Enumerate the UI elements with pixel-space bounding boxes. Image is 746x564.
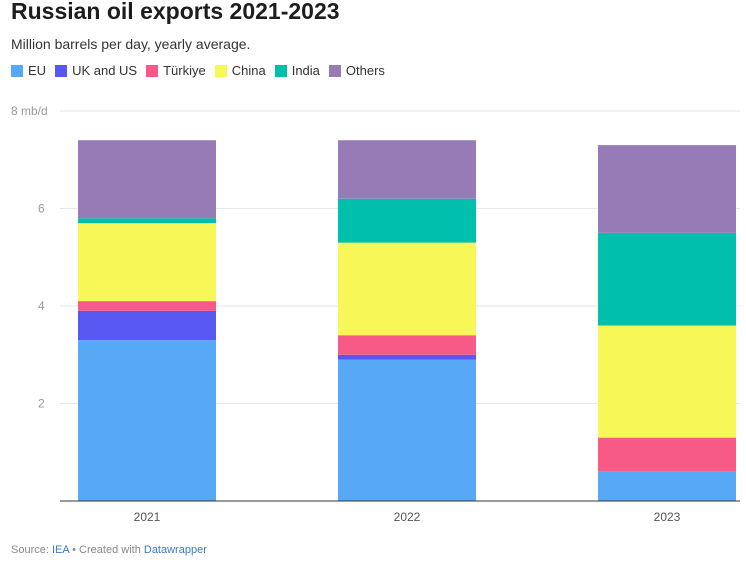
legend-swatch (146, 64, 159, 77)
legend-item: Others (328, 63, 385, 78)
bar-segment (338, 198, 476, 243)
legend-label: Türkiye (163, 63, 206, 78)
chart-title: Russian oil exports 2021-2023 (11, 0, 340, 24)
bar-segment (78, 310, 216, 341)
y-tick-label: 8 mb/d (11, 104, 48, 118)
bar-segment (598, 471, 736, 501)
legend-item: UK and US (55, 63, 137, 78)
y-tick-label: 6 (38, 202, 45, 216)
bar-segment (598, 437, 736, 472)
source-link[interactable]: IEA (51, 544, 70, 556)
bar-segment (598, 232, 736, 326)
legend-label: Others (345, 63, 385, 78)
bar-segment (78, 140, 216, 219)
legend-label: UK and US (72, 63, 138, 78)
bar-segment (598, 325, 736, 438)
chart-footer: Source: IEA • Created with Datawrapper (11, 544, 207, 556)
legend-swatch (274, 64, 287, 77)
bar-segment (78, 218, 216, 224)
bar-segment (598, 145, 736, 233)
legend-label: EU (28, 63, 47, 78)
bar-segment (78, 301, 216, 311)
legend-swatch (11, 64, 23, 77)
source-prefix: Source: (11, 544, 52, 556)
y-tick-label: 2 (38, 397, 45, 411)
bar-segment (338, 335, 476, 355)
legend-label: India (291, 63, 320, 78)
datawrapper-link[interactable]: Datawrapper (143, 544, 207, 556)
legend-swatch (214, 64, 227, 77)
legend-item: India (274, 63, 320, 78)
legend-swatch (328, 64, 341, 77)
bar-segment (338, 140, 476, 199)
x-tick-label: 2022 (394, 510, 421, 524)
bar-segment (338, 242, 476, 336)
legend-label: China (231, 63, 266, 78)
chart-subtitle: Million barrels per day, yearly average. (11, 36, 251, 52)
legend-item: China (214, 63, 266, 78)
legend-item: EU (11, 63, 46, 78)
bar-segment (78, 340, 216, 501)
stacked-bar-chart: 2 4 6 8 mb/d 2021 2022 2023 (11, 104, 740, 524)
x-tick-label: 2021 (134, 510, 161, 524)
footer-separator: • Created with (69, 544, 144, 556)
chart-legend: EU UK and US Türkiye China India Others (11, 63, 394, 78)
bar-segment (338, 359, 476, 501)
bar-segment (338, 354, 476, 360)
bar-segment (78, 223, 216, 302)
x-tick-label: 2023 (654, 510, 681, 524)
legend-swatch (55, 64, 68, 77)
legend-item: Türkiye (146, 63, 206, 78)
y-tick-label: 4 (38, 299, 45, 313)
